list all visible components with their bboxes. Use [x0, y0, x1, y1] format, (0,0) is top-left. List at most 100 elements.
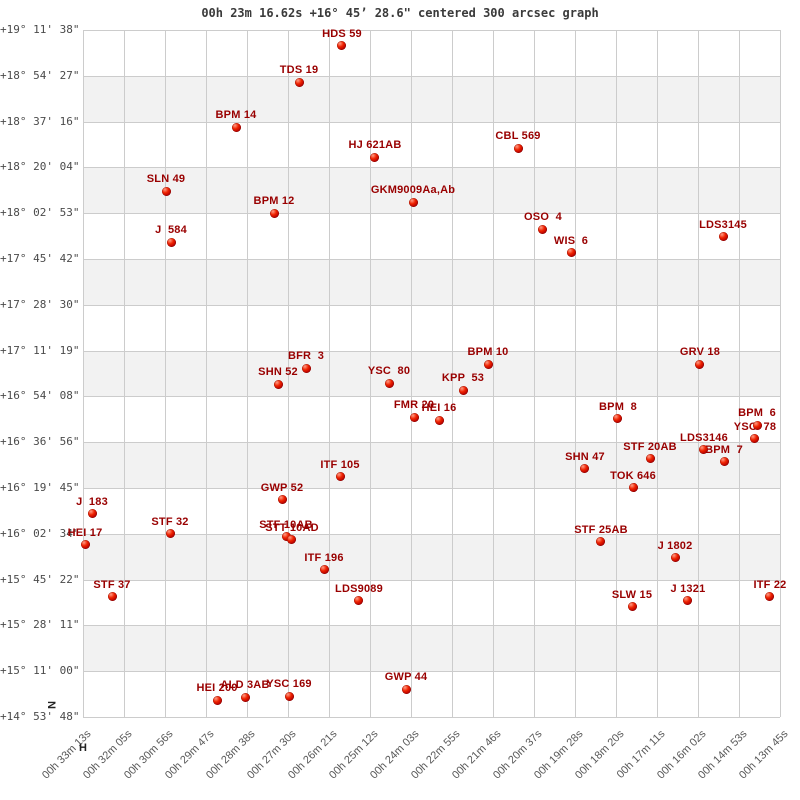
- star-label: GRV 18: [679, 346, 721, 358]
- star-point: [401, 684, 411, 694]
- star-point: [695, 359, 705, 369]
- y-axis-tick-label: +14° 53' 48": [0, 710, 80, 723]
- y-axis-tick-label: +16° 19' 45": [0, 481, 80, 494]
- star-label: GWP 44: [384, 671, 428, 683]
- star-label: BPM 10: [467, 346, 509, 358]
- grid-line-horizontal: [83, 579, 780, 581]
- star-point: [752, 420, 762, 430]
- grid-line-vertical: [534, 30, 535, 717]
- star-label: SHN 52: [258, 366, 298, 378]
- star-label: LDS9089: [335, 582, 383, 595]
- star-point: [670, 553, 680, 563]
- alternating-band: [83, 259, 780, 305]
- y-axis-tick-label: +17° 28' 30": [0, 297, 80, 311]
- star-point: [87, 509, 97, 519]
- star-label: J 183: [76, 495, 108, 508]
- grid-line-horizontal: [83, 304, 780, 306]
- star-label: BPM 6: [738, 407, 776, 419]
- star-label: GWP 52: [260, 481, 304, 494]
- grid-line-vertical: [411, 30, 412, 717]
- star-point: [750, 434, 760, 444]
- star-label: YSC 80: [367, 365, 411, 377]
- star-point: [628, 483, 638, 493]
- grid-line-horizontal: [83, 167, 780, 169]
- star-point: [409, 412, 419, 422]
- grid-line-vertical: [657, 30, 658, 717]
- grid-line-horizontal: [83, 717, 780, 718]
- grid-line-vertical: [575, 30, 576, 717]
- star-label: CBL 569: [495, 130, 541, 142]
- grid-line-vertical: [493, 30, 494, 717]
- north-axis-marker: N: [44, 701, 57, 709]
- grid-line-horizontal: [83, 259, 780, 260]
- y-axis-tick-label: +18° 54' 27": [0, 68, 80, 82]
- grid-line-horizontal: [83, 30, 780, 31]
- grid-line-vertical: [329, 30, 330, 717]
- alternating-band: [83, 167, 780, 214]
- grid-line-horizontal: [83, 350, 780, 352]
- star-point: [370, 152, 380, 162]
- star-label: ALD 3AB: [220, 679, 270, 691]
- star-point: [765, 592, 775, 602]
- star-label: FMR 20: [393, 399, 435, 411]
- star-point: [281, 532, 291, 542]
- alternating-band: [83, 75, 780, 122]
- star-label: YSC 78: [733, 420, 777, 433]
- star-point: [284, 691, 294, 701]
- star-label: BPM 14: [215, 109, 257, 121]
- star-label: YSC 169: [266, 678, 312, 690]
- star-point: [277, 495, 287, 505]
- star-point: [212, 695, 222, 705]
- star-point: [337, 41, 347, 51]
- grid-line-vertical: [124, 30, 125, 717]
- star-label: SLN 49: [146, 173, 186, 185]
- y-axis-tick-label: +16° 02' 34": [0, 526, 80, 540]
- star-label: KPP 53: [441, 372, 485, 384]
- y-axis-tick-label: +15° 11' 00": [0, 664, 80, 678]
- alternating-band: [83, 442, 780, 488]
- star-point: [165, 529, 175, 539]
- star-point: [719, 457, 729, 467]
- grid-line-vertical: [83, 30, 84, 717]
- star-point: [434, 415, 444, 425]
- star-label: STF 10AB: [259, 518, 313, 531]
- star-point: [319, 565, 329, 575]
- y-axis-tick-label: +15° 28' 11": [0, 618, 80, 632]
- grid-line-horizontal: [83, 213, 780, 215]
- star-label: BPM 8: [599, 400, 637, 413]
- hour-axis-marker: H: [79, 742, 87, 754]
- grid-line-vertical: [370, 30, 371, 717]
- star-label: LDS3145: [699, 218, 747, 231]
- alternating-band: [83, 533, 780, 580]
- star-point: [107, 592, 117, 602]
- star-point: [301, 363, 311, 373]
- grid-line-horizontal: [83, 625, 780, 627]
- star-point: [513, 143, 523, 153]
- grid-line-vertical: [288, 30, 289, 717]
- star-label: ITF 196: [304, 551, 344, 564]
- star-point: [718, 232, 728, 242]
- star-label: WIS 6: [553, 234, 589, 247]
- star-label: HDS 59: [322, 27, 362, 40]
- star-point: [538, 224, 548, 234]
- star-label: J 584: [155, 224, 187, 236]
- grid-line-horizontal: [83, 396, 780, 398]
- star-label: STF 37: [93, 578, 131, 591]
- y-axis-tick-label: +17° 11' 19": [0, 343, 80, 357]
- star-point: [458, 385, 468, 395]
- star-label: BPM 7: [705, 443, 743, 456]
- grid-line-vertical: [780, 30, 781, 717]
- star-point: [566, 248, 576, 258]
- star-label: ITF 105: [320, 458, 360, 471]
- chart-title: 00h 23m 16.62s +16° 45’ 28.6" centered 3…: [201, 6, 599, 20]
- star-label: SHN 47: [565, 450, 605, 463]
- star-point: [483, 359, 493, 369]
- grid-line-horizontal: [83, 671, 780, 673]
- star-label: GKM9009Aa,Ab: [370, 184, 456, 196]
- star-point: [240, 692, 250, 702]
- y-axis-tick-label: +16° 54' 08": [0, 389, 80, 403]
- y-axis-tick-label: +17° 45' 42": [0, 252, 80, 265]
- star-point: [294, 77, 304, 87]
- star-point: [166, 237, 176, 247]
